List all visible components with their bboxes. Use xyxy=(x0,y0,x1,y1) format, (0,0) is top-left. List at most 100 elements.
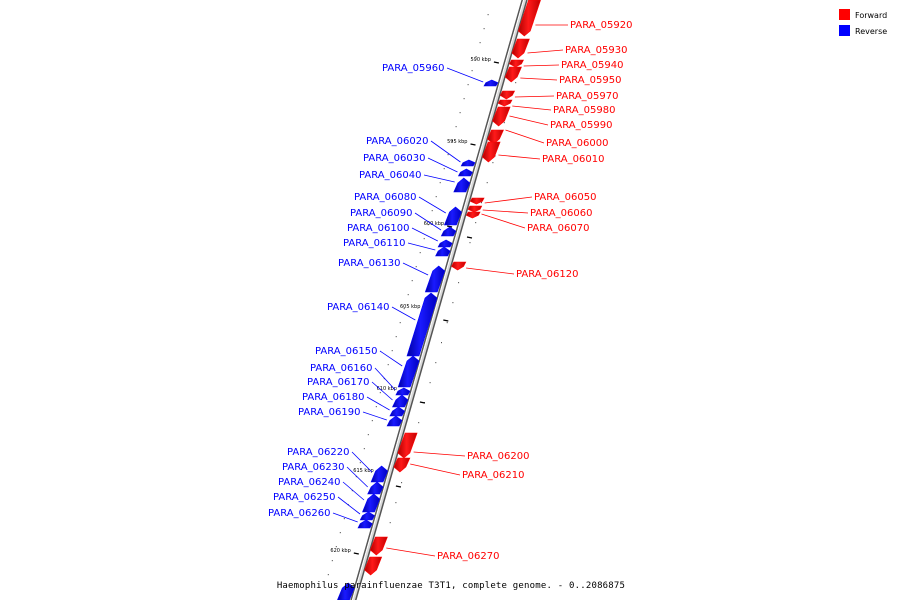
gene-leader-line xyxy=(346,466,368,488)
minor-tick-dot xyxy=(429,382,431,384)
gene-label: PARA_06040 xyxy=(359,170,421,181)
minor-tick-dot xyxy=(419,252,421,254)
minor-tick-dot xyxy=(435,196,437,198)
gene-para-05970[interactable]: PARA_05970 xyxy=(499,90,618,102)
forward-gene-arrow xyxy=(467,205,483,213)
gene-label: PARA_05940 xyxy=(561,60,623,71)
legend-reverse-label: Reverse xyxy=(855,27,887,36)
gene-para-05940[interactable]: PARA_05940 xyxy=(509,59,624,71)
gene-leader-line xyxy=(414,212,442,231)
gene-para-06110[interactable]: PARA_06110 xyxy=(343,238,451,257)
gene-para-05980[interactable]: PARA_05980 xyxy=(497,99,615,116)
minor-tick-dot xyxy=(355,476,357,478)
gene-para-06230[interactable]: PARA_06230 xyxy=(282,462,384,495)
gene-para-06210[interactable]: PARA_06210 xyxy=(393,457,525,481)
gene-para-06150[interactable]: PARA_06150 xyxy=(315,346,420,388)
gene-para-06020[interactable]: PARA_06020 xyxy=(366,136,476,167)
forward-gene-arrow xyxy=(487,129,504,145)
forward-gene-arrow xyxy=(517,0,541,37)
gene-para-05930[interactable]: PARA_05930 xyxy=(511,38,627,59)
scale-tick-label: 605 kbp xyxy=(400,304,420,310)
gene-para-06060[interactable]: PARA_06060 xyxy=(467,205,592,219)
minor-tick-dot xyxy=(427,224,429,226)
gene-label: PARA_06210 xyxy=(462,470,524,481)
gene-para-06180[interactable]: PARA_06180 xyxy=(302,392,405,417)
gene-label: PARA_06130 xyxy=(338,258,400,269)
reverse-gene-arrow xyxy=(357,519,373,529)
scale-tick-label: 615 kbp xyxy=(353,468,373,474)
minor-tick-dot xyxy=(399,322,401,324)
minor-tick-dot xyxy=(515,82,517,84)
genome-caption: Haemophilus parainfluenzae T3T1, complet… xyxy=(277,581,625,591)
gene-label: PARA_06260 xyxy=(268,508,330,519)
scale-tick-mark xyxy=(493,61,500,64)
reverse-gene-arrow xyxy=(386,415,403,427)
gene-label: PARA_06050 xyxy=(534,192,596,203)
forward-gene-arrow xyxy=(504,66,522,83)
gene-para-06040[interactable]: PARA_06040 xyxy=(359,170,471,193)
gene-para-06130[interactable]: PARA_06130 xyxy=(338,258,446,293)
gene-para-06200[interactable]: PARA_06200 xyxy=(397,432,530,462)
scale-ticks: 590 kbp 595 kbp 600 kbp 605 kbp 610 kbp 615 k… xyxy=(330,57,500,555)
gene-para-06190[interactable]: PARA_06190 xyxy=(298,407,403,427)
gene-leader-line xyxy=(402,262,429,276)
gene-leader-line xyxy=(505,129,545,144)
gene-para-06010[interactable]: PARA_06010 xyxy=(482,141,604,165)
gene-leader-line xyxy=(332,512,358,523)
minor-tick-dot xyxy=(391,350,393,352)
gene-leader-line xyxy=(391,306,416,321)
gene-para-06070[interactable]: PARA_06070 xyxy=(465,211,589,234)
forward-gene-arrow xyxy=(482,141,501,163)
gene-label: PARA_06270 xyxy=(437,551,499,562)
scale-tick-label: 620 kbp xyxy=(330,548,350,554)
gene-label: PARA_06140 xyxy=(327,302,389,313)
minor-tick-dot xyxy=(339,532,341,534)
gene-label: PARA_06180 xyxy=(302,392,364,403)
minor-tick-dot xyxy=(331,560,333,562)
gene-para-05990[interactable]: PARA_05990 xyxy=(492,106,613,131)
gene-features: PARA_05920 PARA_05930 PARA_05940 PARA_05950… xyxy=(268,0,632,600)
reverse-gene-arrow xyxy=(424,265,446,293)
gene-para-05950[interactable]: PARA_05950 xyxy=(504,66,621,86)
gene-leader-line xyxy=(413,451,466,457)
forward-gene-arrow xyxy=(499,90,516,100)
gene-para-05960[interactable]: PARA_05960 xyxy=(382,63,499,87)
gene-para-06270[interactable]: PARA_06270 xyxy=(369,536,499,562)
gene-label: PARA_06150 xyxy=(315,346,377,357)
gene-label: PARA_05950 xyxy=(559,75,621,86)
gene-para-06030[interactable]: PARA_06030 xyxy=(363,153,473,177)
gene-label: PARA_06250 xyxy=(273,492,335,503)
minor-tick-dot xyxy=(469,242,471,244)
gene-leader-line xyxy=(379,350,403,367)
forward-gene-arrow xyxy=(497,99,513,107)
gene-label: PARA_06220 xyxy=(287,447,349,458)
reverse-gene-arrow xyxy=(437,239,453,248)
gene-label: PARA_06160 xyxy=(310,363,372,374)
scale-tick-mark xyxy=(470,143,476,146)
gene-para-06090[interactable]: PARA_06090 xyxy=(350,208,457,237)
minor-tick-dot xyxy=(335,546,337,548)
gene-leader-line xyxy=(520,77,558,81)
gene-label: PARA_06100 xyxy=(347,223,409,234)
gene-para-06240[interactable]: PARA_06240 xyxy=(278,477,381,513)
minor-tick-dot xyxy=(483,28,485,30)
scale-tick-mark xyxy=(419,401,426,404)
gene-leader-line xyxy=(411,227,438,242)
gene-label: PARA_06020 xyxy=(366,136,428,147)
legend-reverse-swatch xyxy=(839,25,850,36)
minor-tick-dot xyxy=(431,210,433,212)
gene-para-06170[interactable]: PARA_06170 xyxy=(307,377,409,408)
gene-para-05920[interactable]: PARA_05920 xyxy=(517,0,632,37)
gene-para-06120[interactable]: PARA_06120 xyxy=(451,261,579,280)
gene-para-06260[interactable]: PARA_06260 xyxy=(268,508,373,529)
gene-para-06000[interactable]: PARA_06000 xyxy=(487,129,609,149)
legend: Forward Reverse xyxy=(839,9,887,36)
gene-para-06080[interactable]: PARA_06080 xyxy=(354,192,462,226)
minor-tick-dot xyxy=(387,364,389,366)
minor-tick-dot xyxy=(467,84,469,86)
gene-para-06050[interactable]: PARA_06050 xyxy=(469,192,596,205)
minor-tick-dot xyxy=(486,182,488,184)
gene-leader-line xyxy=(509,115,549,126)
forward-gene-arrow xyxy=(509,59,524,68)
gene-leader-line xyxy=(371,381,393,401)
